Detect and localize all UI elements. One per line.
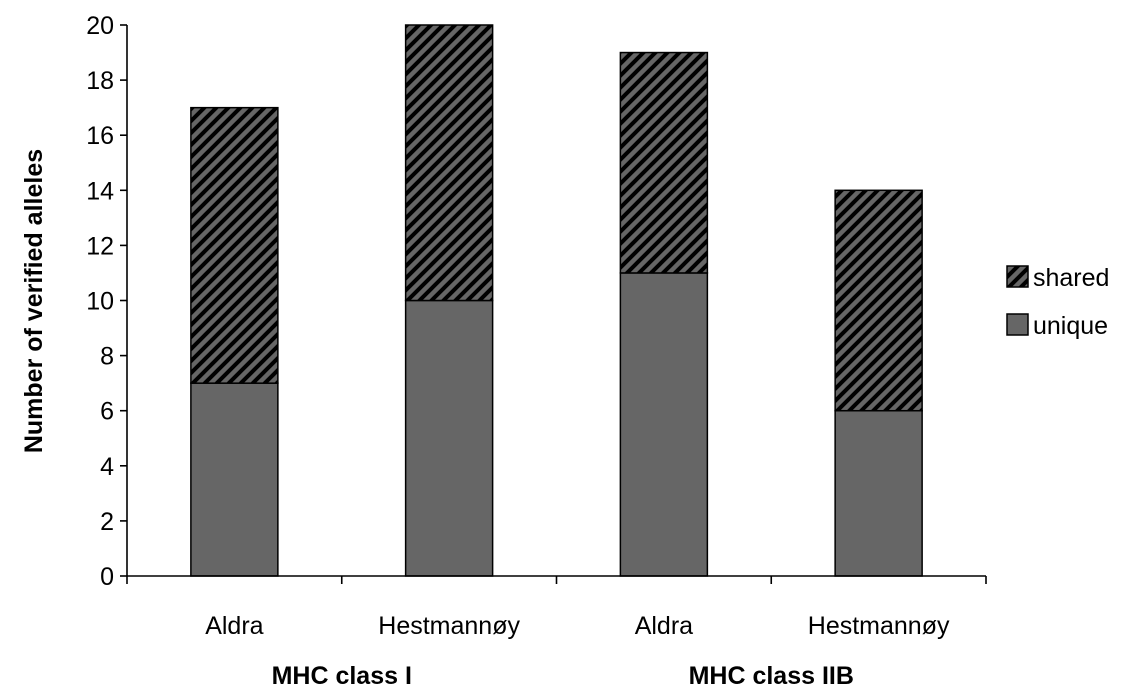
group-labels-layer: MHC class I MHC class IIB [272,662,854,688]
y-ticks-layer: 0 2 4 6 8 10 12 14 16 18 20 [86,12,127,591]
y-tick-label: 10 [86,288,114,316]
y-axis-title: Number of verified alleles [20,149,48,453]
y-tick-label: 8 [100,343,114,371]
legend-swatch-shared [1006,265,1029,288]
y-tick-label: 2 [100,508,114,536]
category-label: Aldra [205,612,263,640]
legend-label-unique: unique [1033,312,1108,340]
y-tick-label: 14 [86,177,114,205]
category-label: Hestmannøy [378,612,520,640]
bar-shared-4 [834,189,923,412]
y-tick-label: 0 [100,563,114,591]
y-tick-label: 4 [100,453,114,481]
y-tick-label: 6 [100,398,114,426]
bar-shared-3 [619,51,709,274]
category-label: Aldra [635,612,693,640]
category-label: Hestmannøy [808,612,950,640]
bar-unique-4 [834,409,923,577]
bar-unique-2 [404,299,494,577]
legend-label-shared: shared [1033,264,1109,292]
legend: shared unique [1006,264,1109,340]
y-tick-label: 18 [86,67,114,95]
legend-swatch-unique [1006,313,1029,336]
category-labels-layer: Aldra Hestmannøy Aldra Hestmannøy [205,612,950,640]
group-label: MHC class I [272,662,412,688]
bar-shared-2 [404,24,494,302]
group-label: MHC class IIB [689,662,854,688]
bar-unique-1 [190,382,279,577]
bar-shared-1 [190,106,279,384]
y-tick-label: 12 [86,232,114,260]
y-tick-label: 16 [86,122,114,150]
bar-unique-3 [619,272,709,577]
y-tick-label: 20 [86,12,114,40]
bars-layer [190,24,923,577]
x-ticks-layer [126,576,987,584]
